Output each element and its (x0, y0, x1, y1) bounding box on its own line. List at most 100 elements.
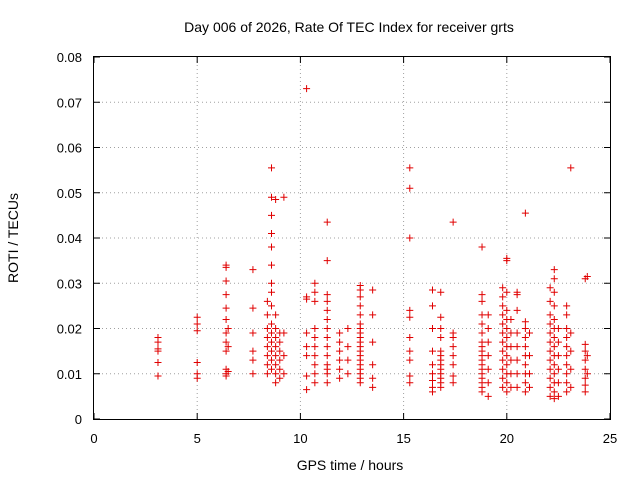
data-point (280, 193, 288, 201)
data-point (428, 383, 436, 391)
data-point (554, 352, 562, 360)
data-point (546, 356, 554, 364)
data-point (526, 370, 534, 378)
data-point (521, 318, 529, 326)
data-point (581, 347, 589, 355)
data-point (311, 361, 319, 369)
data-point (224, 325, 232, 332)
data-point (546, 297, 554, 305)
data-point (276, 347, 284, 355)
data-point (224, 367, 232, 375)
data-point (513, 383, 521, 391)
data-point (268, 164, 276, 172)
data-point (499, 329, 507, 337)
data-point (193, 370, 201, 378)
data-point (268, 288, 276, 296)
data-point (323, 361, 331, 369)
data-point (550, 334, 558, 342)
data-point (272, 343, 280, 351)
data-point (336, 338, 344, 346)
data-point (263, 311, 271, 319)
tick-labels: 0 5 10 15 20 25 0 0.01 0.02 0.03 0.04 0.05 0.06 0.07 0… (57, 50, 618, 446)
data-point (581, 381, 589, 389)
y-tick-label: 0.08 (57, 50, 82, 65)
data-point (222, 277, 230, 285)
data-point (323, 343, 331, 351)
data-point (503, 254, 511, 262)
data-point (563, 352, 571, 360)
y-tick-label: 0.07 (57, 95, 82, 110)
data-point (478, 338, 486, 346)
data-point (550, 361, 558, 369)
data-point (154, 345, 162, 353)
data-point (272, 361, 280, 369)
data-point (323, 297, 331, 305)
data-point (499, 293, 507, 301)
data-point (272, 370, 280, 378)
data-point (546, 311, 554, 319)
data-point (276, 374, 284, 382)
data-point (550, 343, 558, 351)
x-tick-label: 25 (603, 431, 617, 446)
data-point (526, 329, 534, 337)
data-point (193, 320, 201, 328)
data-point (478, 311, 486, 319)
data-point (567, 329, 575, 337)
data-point (193, 327, 201, 335)
x-tick-label: 10 (293, 431, 307, 446)
data-point (563, 388, 571, 396)
data-point (336, 356, 344, 364)
data-point (356, 302, 364, 310)
data-point (428, 325, 436, 332)
data-point (513, 343, 521, 351)
data-point (521, 379, 529, 387)
data-point (428, 377, 436, 385)
data-point (311, 288, 319, 296)
data-point (499, 365, 507, 373)
data-point (303, 372, 311, 380)
data-point (521, 325, 529, 332)
data-point (484, 392, 492, 400)
data-point (507, 329, 515, 337)
data-point (499, 383, 507, 391)
x-tick-label: 15 (396, 431, 410, 446)
data-point (336, 365, 344, 373)
data-point (526, 383, 534, 391)
data-point (268, 261, 276, 269)
data-point (406, 184, 414, 192)
data-point (581, 356, 589, 364)
data-point (280, 329, 288, 337)
data-point (272, 196, 280, 204)
data-point (303, 293, 311, 301)
data-point (507, 370, 515, 378)
data-point (499, 347, 507, 355)
data-point (567, 365, 575, 373)
data-point (449, 218, 457, 226)
data-point (449, 352, 457, 360)
data-point (521, 361, 529, 369)
data-point (369, 383, 377, 391)
data-point (268, 365, 276, 373)
data-point (499, 284, 507, 292)
data-point (550, 275, 558, 283)
data-point (222, 315, 230, 323)
data-point (550, 315, 558, 323)
data-point (521, 334, 529, 342)
data-point (369, 374, 377, 382)
data-point (428, 302, 436, 310)
data-point (546, 392, 554, 400)
data-point (303, 85, 311, 93)
data-point (263, 325, 271, 332)
data-point (356, 320, 364, 328)
data-point (478, 243, 486, 251)
data-point (272, 334, 280, 342)
data-point (406, 372, 414, 380)
data-point (521, 388, 529, 396)
data-point (503, 334, 511, 342)
data-point (499, 311, 507, 319)
data-point (563, 370, 571, 378)
data-point (546, 329, 554, 337)
x-tick-label: 0 (90, 431, 97, 446)
data-point (263, 352, 271, 360)
data-point (406, 313, 414, 321)
